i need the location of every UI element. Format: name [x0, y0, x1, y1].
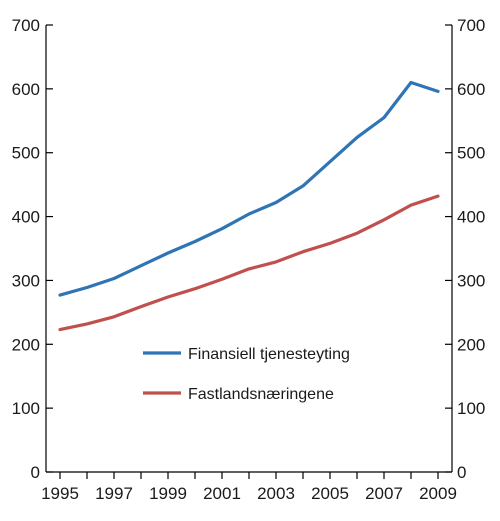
x-tick-label: 2005	[311, 484, 349, 503]
y-tick-label-right: 600	[457, 80, 485, 99]
y-tick-label-right: 200	[457, 335, 485, 354]
series-line-1	[58, 80, 440, 297]
y-tick-label-right: 500	[457, 144, 485, 163]
y-tick-label-left: 500	[12, 144, 40, 163]
y-tick-label-left: 0	[31, 463, 40, 482]
y-tick-label-left: 300	[12, 271, 40, 290]
x-tick-label: 2003	[257, 484, 295, 503]
y-tick-label-right: 300	[457, 271, 485, 290]
y-tick-label-left: 400	[12, 208, 40, 227]
y-tick-label-right: 700	[457, 16, 485, 35]
x-tick-label: 1997	[95, 484, 133, 503]
x-tick-label: 2009	[419, 484, 457, 503]
y-tick-label-right: 0	[457, 463, 466, 482]
series-line-2	[58, 194, 440, 332]
legend-label-2: Fastlandsnæringene	[188, 386, 334, 403]
y-tick-label-left: 600	[12, 80, 40, 99]
x-tick-label: 1995	[41, 484, 79, 503]
y-tick-label-right: 100	[457, 399, 485, 418]
x-tick-label: 1999	[149, 484, 187, 503]
y-tick-label-right: 400	[457, 208, 485, 227]
x-tick-label: 2001	[203, 484, 241, 503]
y-tick-label-left: 200	[12, 335, 40, 354]
y-tick-label-left: 100	[12, 399, 40, 418]
x-tick-label: 2007	[365, 484, 403, 503]
y-tick-label-left: 700	[12, 16, 40, 35]
legend-label-1: Finansiell tjenesteyting	[188, 346, 350, 363]
